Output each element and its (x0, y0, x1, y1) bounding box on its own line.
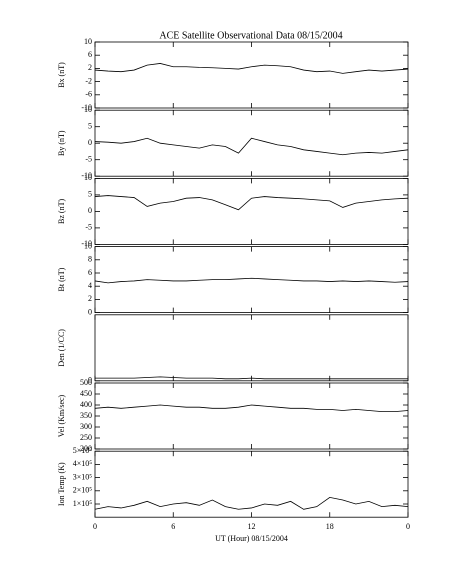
y-tick-label: 6 (88, 50, 92, 59)
y-tick-label: -10 (81, 103, 92, 112)
panel-frame (94, 246, 409, 314)
y-tick-label: 1×10⁵ (73, 499, 93, 508)
y-tick-label: -5 (85, 155, 92, 164)
y-tick-label: 8 (88, 255, 92, 264)
panel-frame (94, 314, 409, 382)
y-tick-label: 450 (80, 389, 92, 398)
y-axis-label: Bz (nT) (57, 199, 66, 224)
y-tick-label: 0 (88, 206, 92, 215)
y-tick-label: 2 (88, 63, 92, 72)
data-line (94, 137, 409, 156)
x-axis-label: UT (Hour) 08/15/2004 (215, 534, 288, 543)
x-tick-label: 6 (171, 522, 175, 531)
y-tick-label: 250 (80, 433, 92, 442)
x-tick-label: 0 (406, 522, 410, 531)
y-tick-label: 6 (88, 268, 92, 277)
data-line (94, 277, 409, 284)
data-line (94, 195, 409, 211)
y-tick-label: 10 (84, 241, 92, 250)
panel-frame (94, 382, 409, 450)
y-axis-label: Bt (nT) (57, 267, 66, 291)
panel-frame (94, 450, 409, 518)
y-tick-label: 5 (88, 190, 92, 199)
data-line (95, 376, 408, 380)
y-axis-label: Bx (nT) (57, 62, 66, 88)
data-line (94, 496, 409, 510)
y-axis-label: Vel (Km/sec) (57, 394, 66, 437)
y-tick-label: -2 (85, 76, 92, 85)
y-tick-label: -10 (81, 239, 92, 248)
y-tick-label: 400 (80, 400, 92, 409)
y-tick-label: 4×10⁵ (73, 459, 93, 468)
y-tick-label: 4 (88, 281, 92, 290)
y-tick-label: 10 (84, 173, 92, 182)
panel-frame (94, 177, 409, 245)
y-tick-label: 2×10⁵ (73, 486, 93, 495)
y-tick-label: 300 (80, 422, 92, 431)
y-tick-label: 350 (80, 411, 92, 420)
data-line (94, 404, 409, 412)
x-tick-label: 18 (326, 522, 334, 531)
y-tick-label: -6 (85, 90, 92, 99)
y-tick-label: 0 (88, 307, 92, 316)
y-tick-label: 2 (88, 294, 92, 303)
y-tick-label: -10 (81, 171, 92, 180)
x-tick-label: 12 (248, 522, 256, 531)
data-line (94, 63, 409, 74)
chart-title: ACE Satellite Observational Data 08/15/2… (159, 30, 342, 41)
y-axis-label: Ion Temp (K) (57, 462, 66, 506)
y-tick-label: 3×10⁵ (73, 472, 93, 481)
y-tick-label: 200 (80, 444, 92, 453)
panel-frame (94, 109, 409, 177)
y-axis-label: By (nT) (57, 130, 66, 156)
y-tick-label: 5 (88, 122, 92, 131)
y-tick-label: 10 (84, 105, 92, 114)
y-tick-label: -5 (85, 223, 92, 232)
panel-frame (94, 41, 409, 109)
y-tick-label: 5×10⁵ (73, 446, 93, 455)
x-tick-label: 0 (93, 522, 97, 531)
y-axis-label: Den (1/CC) (57, 329, 66, 367)
y-tick-label: 0 (88, 376, 92, 385)
y-tick-label: 10 (84, 37, 92, 46)
y-tick-label: 500 (80, 378, 92, 387)
y-tick-label: 0 (88, 138, 92, 147)
